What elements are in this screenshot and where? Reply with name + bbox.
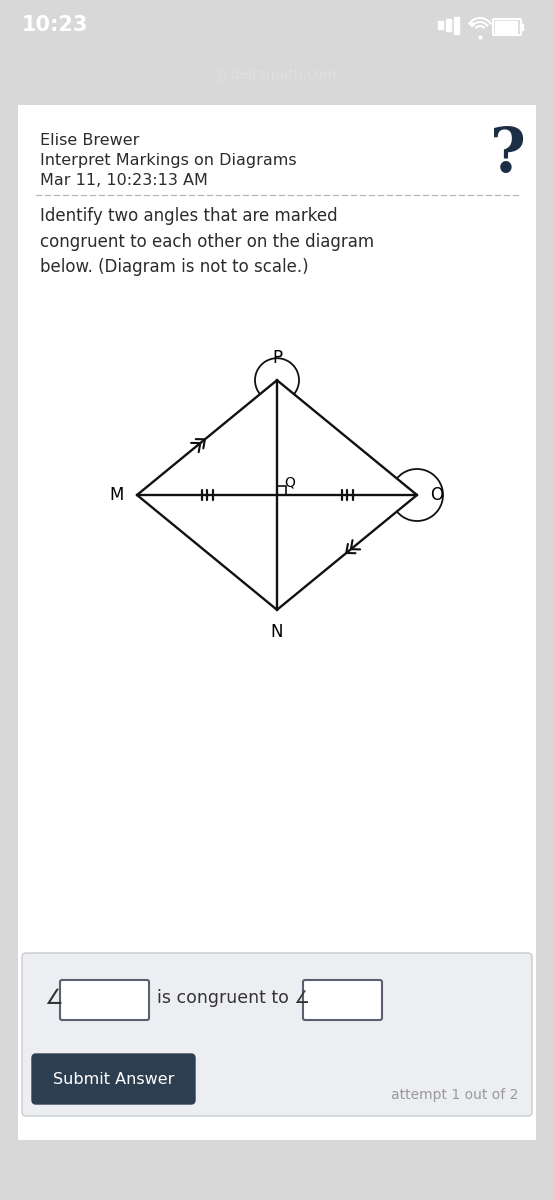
Text: ?: ? xyxy=(490,125,526,185)
Text: Mar 11, 10:23:13 AM: Mar 11, 10:23:13 AM xyxy=(40,173,208,188)
Bar xyxy=(454,17,459,34)
FancyBboxPatch shape xyxy=(22,953,532,1116)
FancyBboxPatch shape xyxy=(60,980,149,1020)
Text: Q: Q xyxy=(284,475,295,490)
Bar xyxy=(446,19,451,31)
Bar xyxy=(520,24,523,30)
Text: Elise Brewer: Elise Brewer xyxy=(40,133,140,148)
Text: 🔒 deltamath.com: 🔒 deltamath.com xyxy=(218,67,336,80)
FancyBboxPatch shape xyxy=(32,1054,195,1104)
Text: is congruent to ∠: is congruent to ∠ xyxy=(157,989,310,1007)
FancyBboxPatch shape xyxy=(303,980,382,1020)
Text: ∠: ∠ xyxy=(44,988,63,1008)
Text: O: O xyxy=(430,486,443,504)
Text: ▾: ▾ xyxy=(469,20,475,30)
Text: P: P xyxy=(272,349,282,367)
Text: Interpret Markings on Diagrams: Interpret Markings on Diagrams xyxy=(40,152,296,168)
Text: M: M xyxy=(110,486,124,504)
Text: Identify two angles that are marked
congruent to each other on the diagram
below: Identify two angles that are marked cong… xyxy=(40,206,374,276)
Bar xyxy=(438,20,443,29)
Text: 10:23: 10:23 xyxy=(22,14,89,35)
Text: Submit Answer: Submit Answer xyxy=(53,1072,174,1086)
Text: attempt 1 out of 2: attempt 1 out of 2 xyxy=(391,1088,518,1102)
Text: N: N xyxy=(271,623,283,641)
Bar xyxy=(495,20,517,32)
FancyBboxPatch shape xyxy=(15,102,539,1142)
